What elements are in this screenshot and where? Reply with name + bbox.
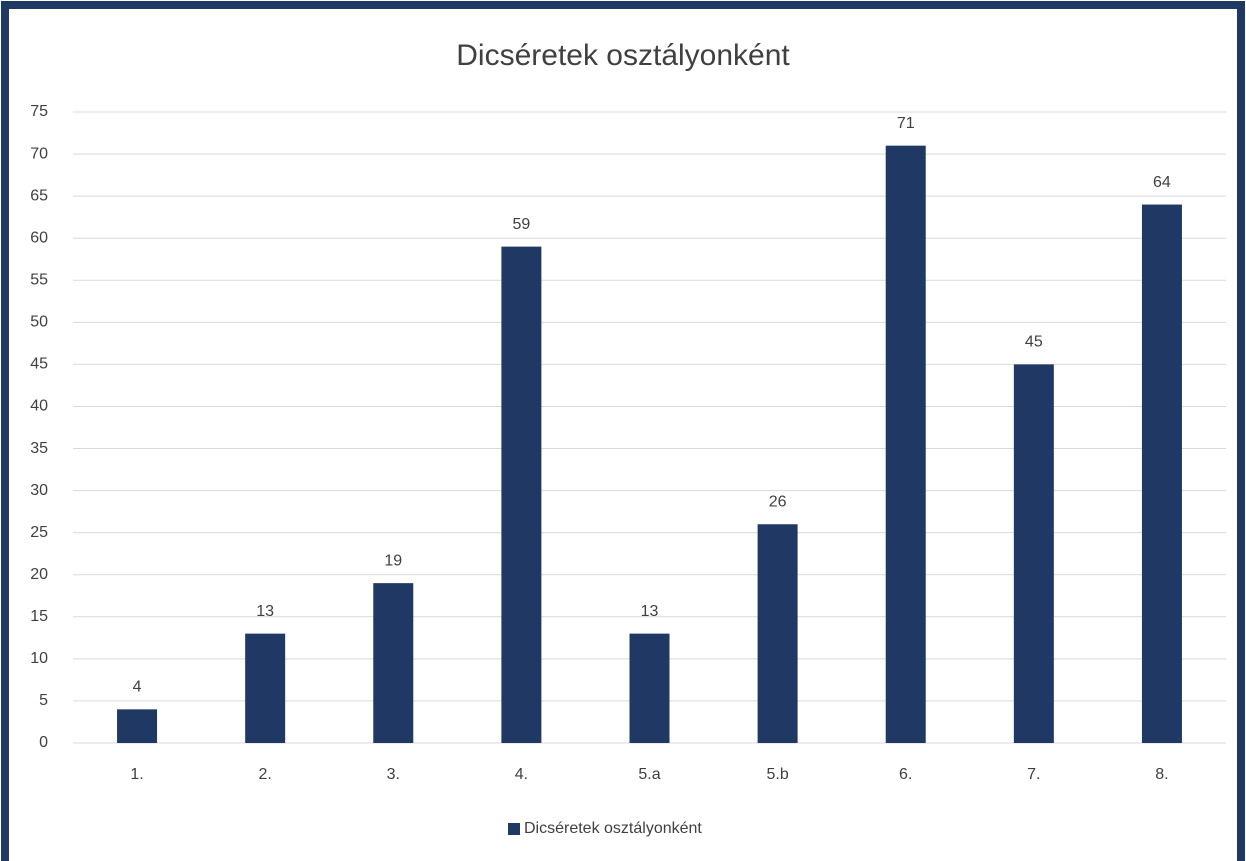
- y-tick-label: 50: [30, 314, 48, 331]
- x-tick-label: 3.: [387, 766, 400, 783]
- bar: [885, 145, 926, 744]
- y-tick-label: 30: [30, 482, 48, 499]
- y-tick-label: 45: [30, 356, 48, 373]
- y-tick-label: 75: [30, 103, 48, 120]
- bar: [757, 524, 798, 743]
- bar: [1013, 364, 1054, 743]
- x-tick-label: 6.: [899, 766, 912, 783]
- bar: [629, 633, 670, 743]
- data-label: 26: [769, 493, 787, 510]
- data-label: 13: [641, 603, 659, 620]
- data-label: 13: [256, 603, 274, 620]
- data-label: 45: [1025, 334, 1043, 351]
- x-tick-label: 4.: [515, 766, 528, 783]
- chart-title: Dicséretek osztályonként: [456, 39, 790, 72]
- y-tick-label: 65: [30, 187, 48, 204]
- data-label: 4: [133, 679, 142, 696]
- y-tick-label: 5: [39, 692, 48, 709]
- y-tick-label: 10: [30, 650, 48, 667]
- y-tick-label: 40: [30, 398, 48, 415]
- y-tick-label: 25: [30, 524, 48, 541]
- data-label: 71: [897, 115, 915, 132]
- legend-label: Dicséretek osztályonként: [524, 820, 702, 837]
- y-tick-label: 60: [30, 229, 48, 246]
- data-label: 64: [1153, 174, 1171, 191]
- y-tick-label: 20: [30, 566, 48, 583]
- y-tick-label: 70: [30, 145, 48, 162]
- bar: [501, 246, 542, 743]
- x-tick-label: 5.b: [766, 766, 788, 783]
- data-label: 59: [512, 216, 530, 233]
- x-tick-label: 1.: [130, 766, 143, 783]
- y-tick-label: 35: [30, 440, 48, 457]
- y-tick-label: 15: [30, 608, 48, 625]
- y-tick-label: 55: [30, 271, 48, 288]
- bar: [245, 633, 286, 743]
- x-tick-label: 8.: [1155, 766, 1168, 783]
- data-label: 19: [384, 552, 402, 569]
- x-tick-label: 2.: [258, 766, 271, 783]
- x-tick-label: 7.: [1027, 766, 1040, 783]
- y-tick-label: 0: [39, 734, 48, 751]
- legend-swatch: [508, 823, 520, 835]
- bar: [1141, 204, 1182, 744]
- bar: [373, 583, 414, 743]
- x-tick-label: 5.a: [638, 766, 660, 783]
- bar: [117, 709, 158, 743]
